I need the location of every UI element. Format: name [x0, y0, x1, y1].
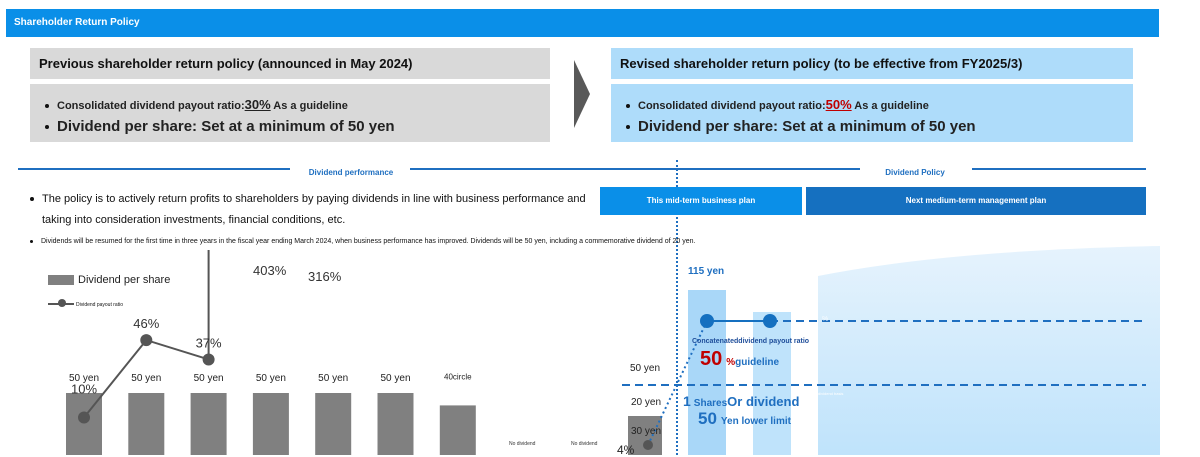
dividend-bar — [377, 393, 414, 455]
previous-payout-suffix: As a guideline — [270, 100, 348, 112]
divider-line — [972, 168, 1146, 170]
previous-dividend-text: Dividend per share: Set at a minimum of … — [57, 118, 395, 135]
dividend-bar — [128, 393, 165, 455]
payout-marker — [763, 314, 777, 328]
performance-para1-line1: The policy is to actively return profits… — [42, 193, 586, 205]
legend-bar-label: Dividend per share — [78, 274, 171, 286]
no-dividend-label: No dividend — [571, 441, 598, 447]
revised-dividend-line: Dividend per share: Set at a minimum of … — [626, 118, 976, 135]
legend-line-label: Dividend payout ratio — [76, 302, 123, 308]
payout-ratio-label: 46% — [133, 316, 159, 331]
divider-line — [410, 168, 672, 170]
payout-ratio-point — [202, 353, 215, 366]
divider-line — [600, 168, 860, 170]
share-label: Shares — [693, 398, 728, 409]
bar-value-label: 50 yen — [131, 373, 161, 384]
previous-policy-title: Previous shareholder return policy (anno… — [30, 48, 550, 79]
dividend-performance-chart: 50 yen 50 yen 50 yen 50 yen 50 yen 50 yen 40ci… — [66, 250, 476, 455]
payout-ratio-line — [83, 250, 210, 419]
value-30-yen: 30 yen — [631, 426, 662, 437]
policy-bar-next — [753, 312, 791, 455]
performance-para1-line2: taking into consideration investments, f… — [42, 214, 346, 226]
payout-caption: Concatenateddividend payout ratio — [692, 338, 809, 345]
bullet-icon — [30, 197, 34, 202]
bar-value-label: 50 yen — [69, 373, 99, 384]
future-area — [818, 246, 1160, 455]
page-header-bar: Shareholder Return Policy — [6, 9, 1159, 37]
divider-line — [18, 168, 290, 170]
revised-payout-suffix: As a guideline — [851, 100, 929, 112]
payout-guideline: 50 %guideline — [700, 348, 779, 371]
revised-payout-value: 50% — [825, 97, 852, 112]
left-pct-label: 4% — [617, 443, 635, 457]
bar-value-label: 50 yen — [256, 373, 286, 384]
payout-ratio-point — [140, 334, 153, 347]
bar-value-label: 40circle — [444, 372, 472, 381]
performance-section-title: Dividend performance — [308, 168, 394, 177]
payout-ratio-point — [78, 411, 90, 424]
bullet-icon — [626, 125, 630, 130]
no-dividend-label: No dividend — [509, 441, 536, 447]
payout-marker — [700, 314, 714, 328]
tab-next-midterm-plan[interactable]: Next medium-term management plan — [806, 187, 1146, 215]
min-dividend-value: 50 Yen lower limit — [698, 409, 791, 429]
faint-pct-label: % — [822, 316, 829, 323]
payout-guideline-unit: % — [726, 357, 736, 368]
value-115-yen: 115 yen — [688, 266, 725, 277]
min-dividend-line: 1 SharesOr dividend — [683, 393, 799, 411]
previous-dividend-line: Dividend per share: Set at a minimum of … — [45, 118, 395, 135]
previous-policy-box: Consolidated dividend payout ratio:30% A… — [30, 84, 550, 142]
share-num: 1 — [683, 393, 691, 409]
tab-this-midterm-plan[interactable]: This mid-term business plan — [600, 187, 802, 215]
bullet-icon — [30, 239, 33, 243]
value-50-yen: 50 yen — [630, 363, 661, 374]
dividend-bar — [252, 393, 289, 455]
faint-basis-label: dividend basis — [818, 391, 844, 396]
bar-value-label: 50 yen — [318, 373, 348, 384]
performance-para2: Dividends will be resumed for the first … — [30, 238, 695, 245]
payout-caption-label: dividend payout ratio — [738, 338, 810, 345]
revised-policy-box: Consolidated dividend payout ratio:50% A… — [611, 84, 1133, 142]
payout-marker-prev — [643, 440, 653, 450]
revised-dividend-text: Dividend per share: Set at a minimum of … — [638, 118, 976, 135]
legend-bar-swatch — [48, 275, 74, 285]
payout-guideline-value: 50 — [700, 348, 723, 370]
revised-policy-title: Revised shareholder return policy (to be… — [611, 48, 1133, 79]
payout-ratio-label: 10% — [71, 382, 97, 397]
min-value: 50 — [698, 409, 717, 428]
revised-payout-prefix: Consolidated dividend payout ratio: — [638, 100, 826, 112]
bullet-icon — [45, 125, 49, 130]
dividend-bar — [315, 393, 352, 455]
vertical-divider — [676, 160, 678, 455]
revised-payout-line: Consolidated dividend payout ratio:50% A… — [626, 97, 929, 112]
policy-section-title: Dividend Policy — [885, 168, 945, 177]
performance-para2-text: Dividends will be resumed for the first … — [41, 238, 696, 245]
previous-payout-prefix: Consolidated dividend payout ratio: — [57, 100, 245, 112]
page-title: Shareholder Return Policy — [14, 17, 140, 28]
payout-ratio-label: 37% — [196, 335, 222, 350]
dividend-policy-graphic — [622, 246, 1160, 455]
previous-payout-value: 30% — [244, 97, 271, 112]
value-20-yen: 20 yen — [631, 397, 662, 408]
bar-value-label: 50 yen — [194, 373, 224, 384]
legend-line-marker — [58, 299, 66, 307]
payout-label-403: 403% — [253, 263, 287, 278]
payout-label-316: 316% — [308, 269, 342, 284]
payout-guideline-text: guideline — [735, 357, 780, 368]
performance-para1: The policy is to actively return profits… — [30, 189, 586, 231]
bullet-icon — [626, 104, 630, 109]
previous-payout-line: Consolidated dividend payout ratio:30% A… — [45, 97, 348, 112]
bullet-icon — [45, 104, 49, 109]
or-dividend-label: Or dividend — [727, 394, 800, 409]
dividend-bar — [439, 405, 476, 455]
dividend-bar — [190, 393, 227, 455]
concat-label: Concatenated — [692, 338, 739, 345]
bar-value-label: 50 yen — [380, 373, 410, 384]
min-unit: Yen lower limit — [720, 416, 791, 427]
arrow-right-icon — [574, 60, 590, 128]
